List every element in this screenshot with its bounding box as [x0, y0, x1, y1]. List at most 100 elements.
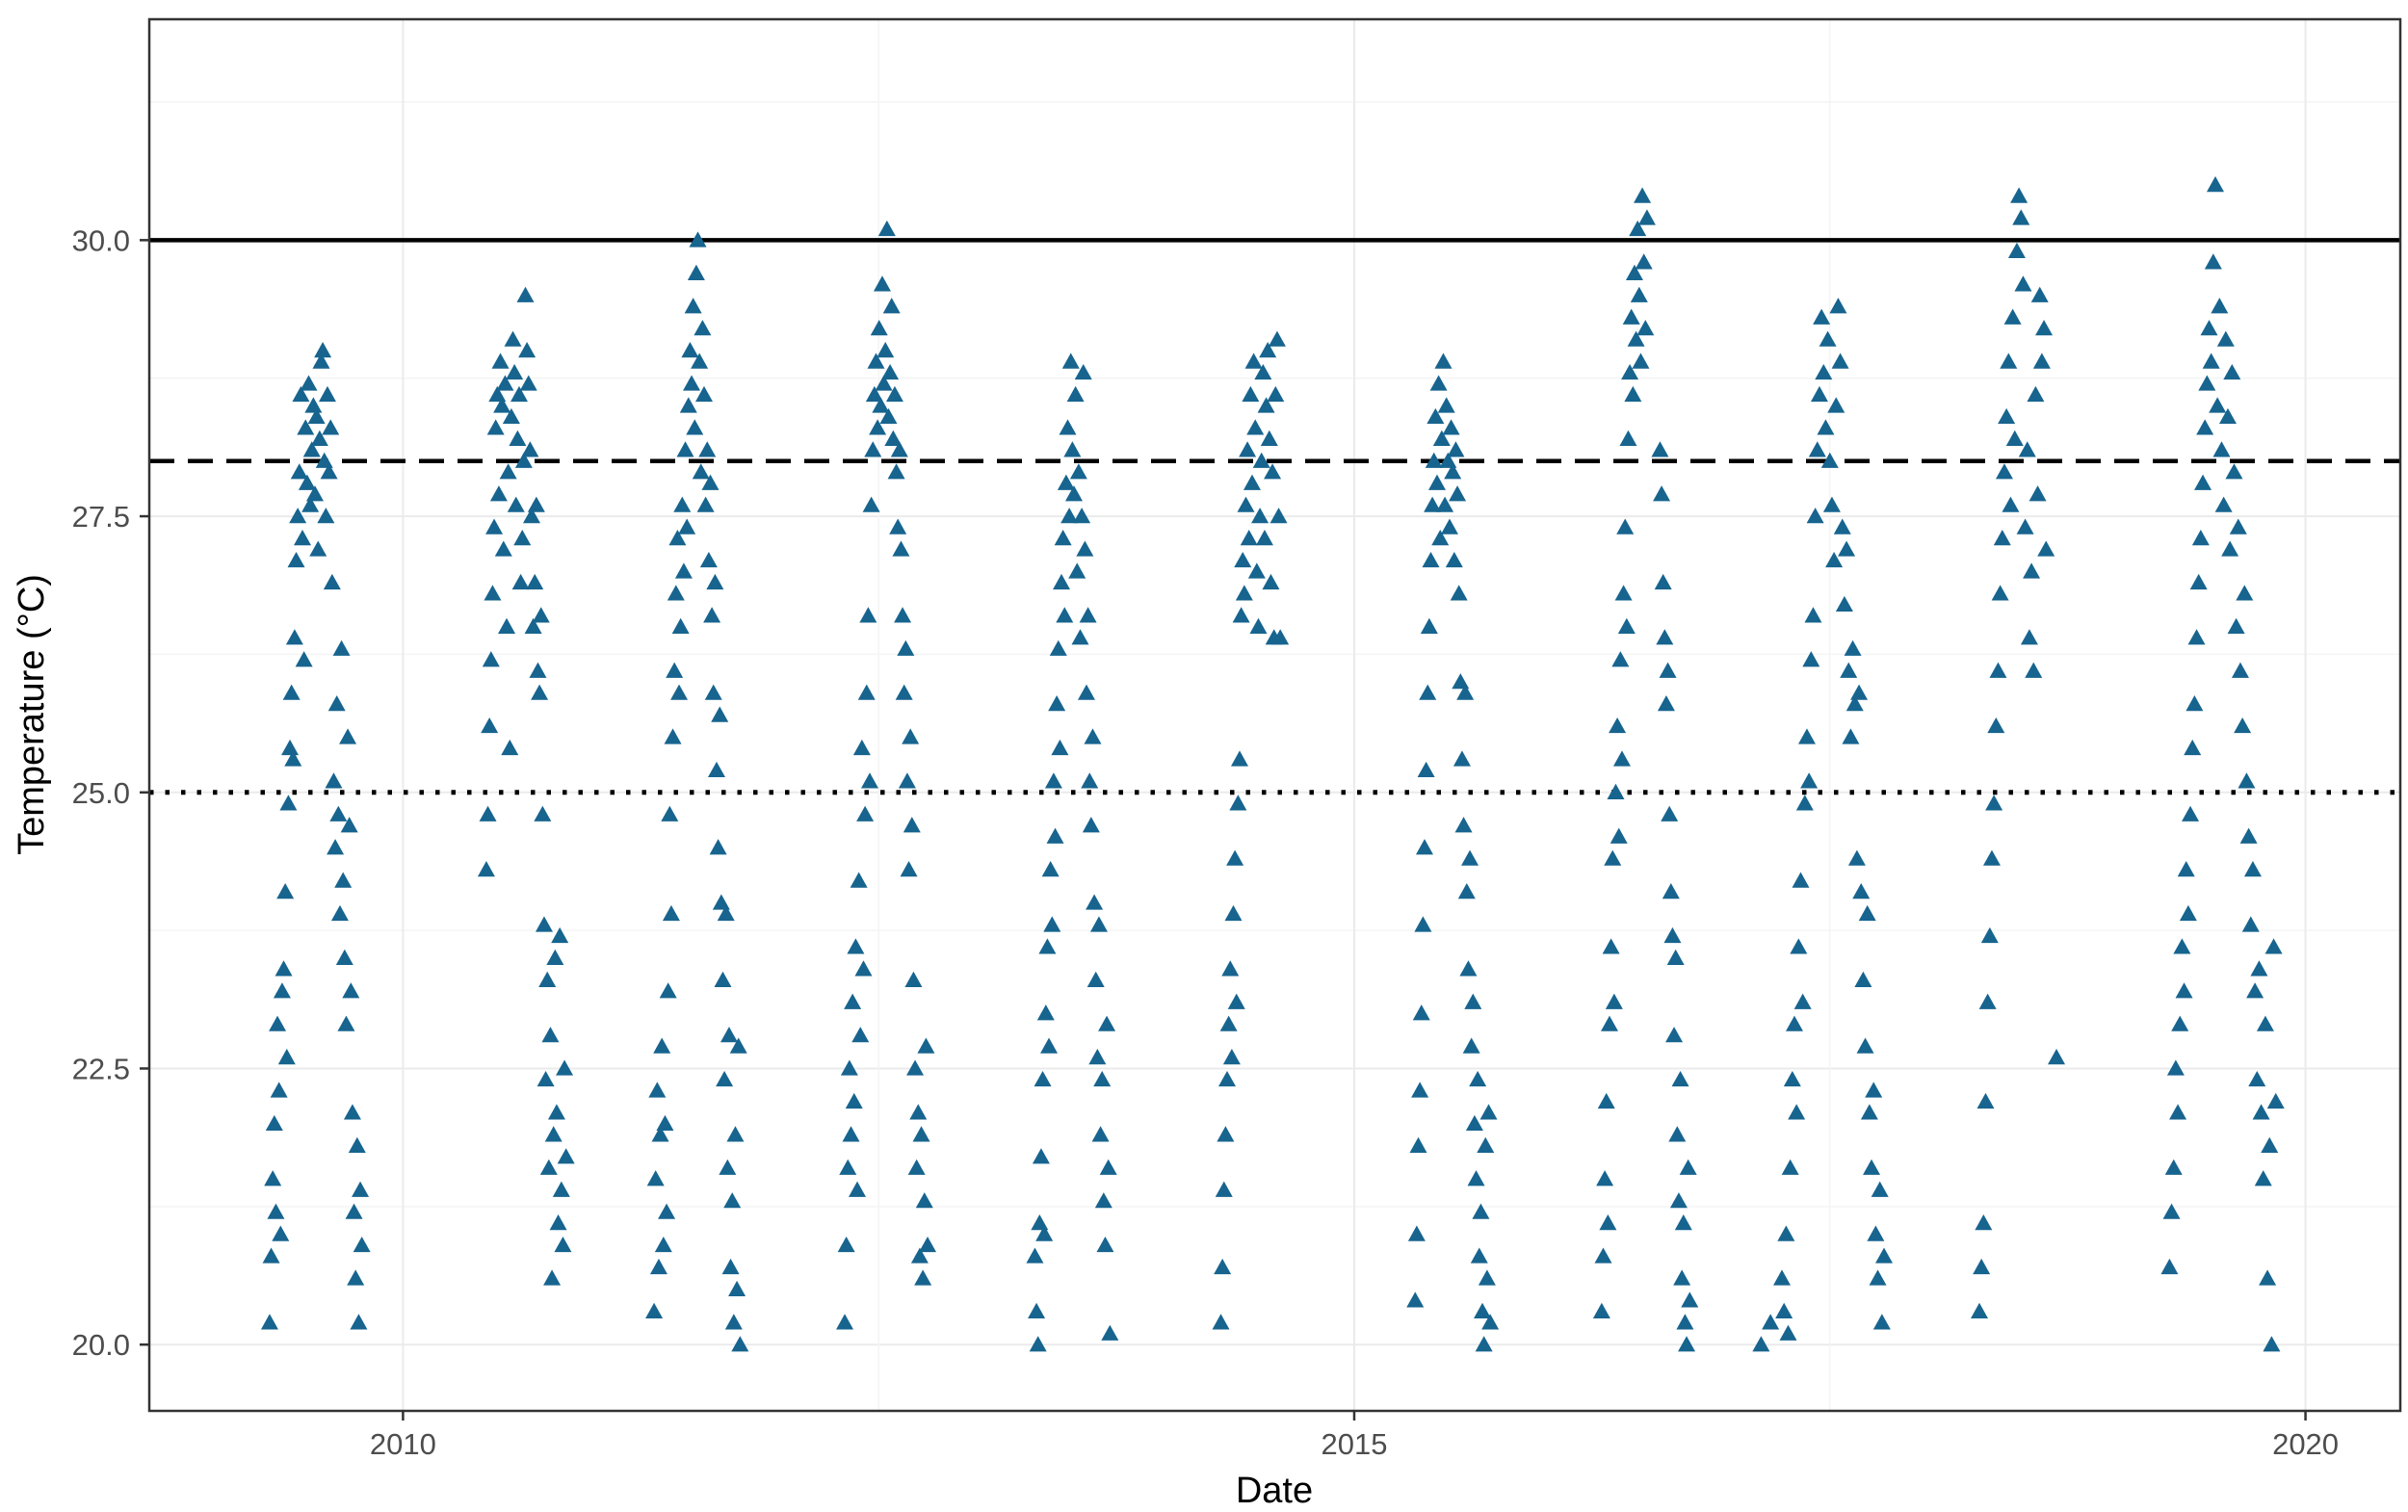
data-point	[1478, 1269, 1496, 1286]
data-point	[1235, 585, 1253, 601]
data-point	[343, 1104, 361, 1120]
data-point	[1057, 474, 1075, 490]
data-point	[524, 617, 542, 634]
data-point	[1257, 397, 1275, 413]
data-point	[1991, 585, 2009, 601]
data-point	[265, 1114, 283, 1132]
data-point	[1229, 795, 1247, 811]
data-point	[1224, 904, 1243, 922]
data-point	[2184, 739, 2202, 756]
y-tick-label: 20.0	[72, 1328, 130, 1362]
data-point	[281, 739, 300, 756]
data-point	[516, 286, 535, 302]
data-point	[1985, 795, 2003, 811]
data-point	[537, 1070, 555, 1087]
data-point	[1427, 474, 1446, 490]
plot-panel-border	[147, 17, 2402, 1413]
data-point	[2261, 1136, 2279, 1153]
data-point	[2160, 1258, 2179, 1275]
data-point	[2048, 1049, 2066, 1065]
data-point	[850, 872, 868, 888]
data-point	[701, 474, 720, 490]
data-point	[2266, 1092, 2285, 1109]
data-point	[2250, 960, 2268, 977]
data-point	[852, 739, 871, 756]
data-point	[534, 805, 552, 821]
data-point	[1053, 573, 1071, 590]
data-point	[304, 397, 323, 413]
data-point	[1622, 308, 1640, 325]
data-point	[714, 971, 732, 987]
data-point	[1271, 629, 1290, 645]
data-point	[509, 430, 527, 446]
data-point	[1617, 617, 1636, 634]
data-point	[1068, 562, 1086, 579]
data-point	[554, 1236, 572, 1253]
data-point	[1867, 1225, 1885, 1241]
data-point	[1831, 352, 1849, 369]
data-point	[2243, 861, 2262, 877]
data-point	[1098, 1015, 1116, 1031]
data-point	[1785, 1015, 1803, 1031]
data-point	[2037, 540, 2055, 557]
data-point	[683, 375, 701, 391]
data-point	[1099, 1159, 1117, 1175]
data-point	[656, 1114, 674, 1132]
data-point	[1604, 849, 1622, 866]
data-point	[1790, 938, 1808, 954]
data-point	[1079, 607, 1097, 623]
data-point	[1034, 1070, 1052, 1087]
data-point	[1825, 551, 1844, 568]
data-point	[1629, 220, 1647, 237]
data-point	[1995, 463, 2013, 480]
data-point	[2005, 430, 2024, 446]
data-point	[337, 1015, 355, 1031]
data-point	[904, 971, 923, 987]
data-point	[317, 508, 335, 524]
data-point	[1043, 916, 1061, 932]
data-point	[1993, 530, 2011, 546]
data-point	[1813, 308, 1831, 325]
data-point	[1040, 1037, 1059, 1054]
data-point	[854, 960, 873, 977]
data-point	[1976, 1092, 1995, 1109]
data-point	[1450, 585, 1468, 601]
data-point	[486, 419, 505, 435]
data-point	[2016, 518, 2034, 534]
data-point	[1669, 1192, 1688, 1209]
data-point	[1475, 1336, 1493, 1352]
data-point	[673, 496, 692, 512]
data-point	[1602, 938, 1620, 954]
data-point	[844, 993, 862, 1009]
data-point	[845, 1092, 863, 1109]
data-point	[684, 298, 702, 314]
data-point	[353, 1236, 371, 1253]
data-point	[493, 397, 511, 413]
data-point	[1029, 1336, 1047, 1352]
data-point	[877, 220, 896, 237]
data-point	[894, 607, 912, 623]
data-point	[1254, 363, 1272, 380]
data-point	[1093, 1070, 1112, 1087]
data-point	[666, 662, 684, 678]
data-point	[529, 662, 547, 678]
data-point	[1840, 662, 1858, 678]
data-point	[1833, 518, 1851, 534]
data-point	[1422, 551, 1440, 568]
data-point	[704, 684, 722, 700]
data-point	[875, 375, 893, 391]
data-point	[1802, 651, 1820, 667]
data-point	[906, 1059, 925, 1076]
data-point	[1437, 397, 1455, 413]
data-point	[653, 1037, 671, 1054]
data-point	[1762, 1314, 1780, 1330]
data-point	[1793, 993, 1812, 1009]
data-point	[2194, 474, 2212, 490]
data-point	[692, 463, 710, 480]
data-point	[651, 1126, 669, 1142]
data-point	[1465, 1114, 1483, 1132]
data-point	[1219, 1015, 1238, 1031]
data-point	[1056, 607, 1074, 623]
data-point	[2166, 1059, 2185, 1076]
data-point	[1026, 1247, 1044, 1264]
